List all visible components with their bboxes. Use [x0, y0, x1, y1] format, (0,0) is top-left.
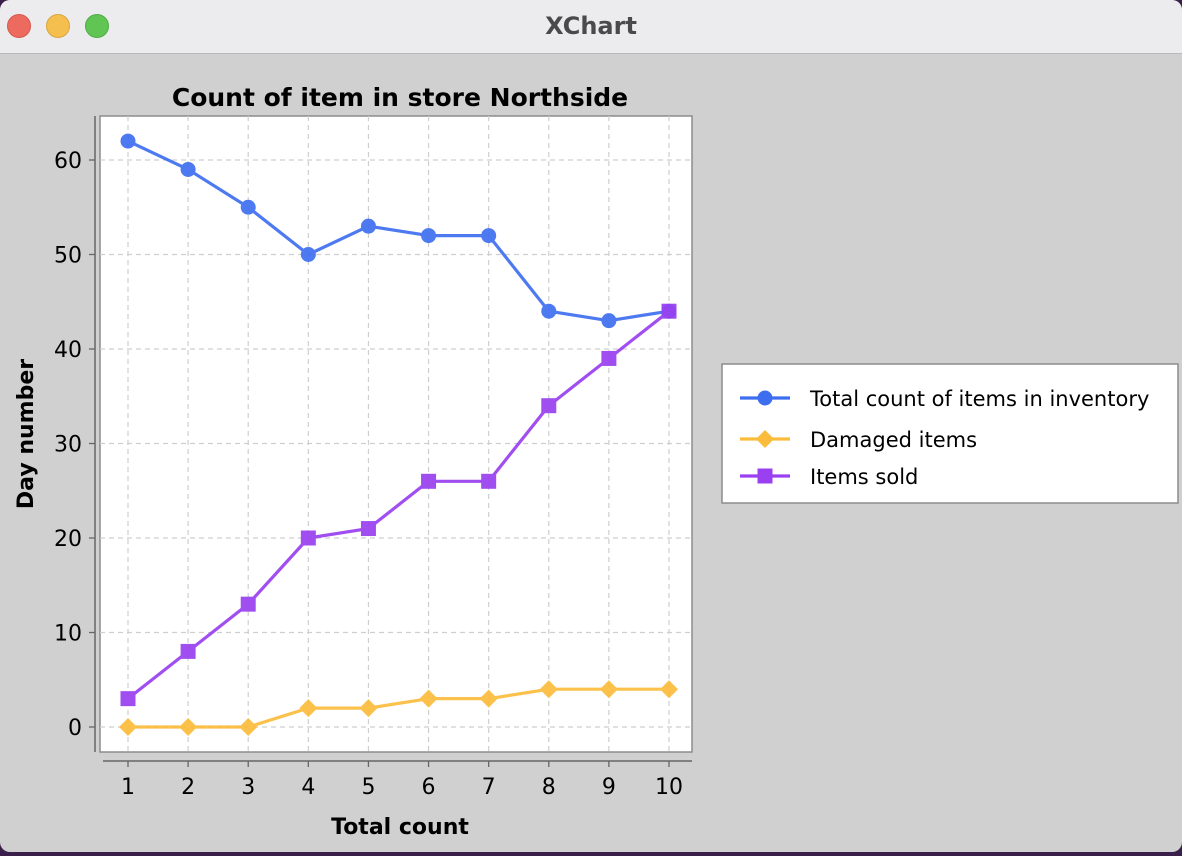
title-bar: XChart: [0, 0, 1182, 54]
circle-data-point: [360, 218, 376, 234]
y-tick-label: 30: [54, 433, 82, 458]
x-tick-label: 4: [301, 775, 315, 800]
grid-lines: [100, 116, 692, 752]
square-legend-marker: [757, 468, 773, 484]
x-tick-label: 1: [121, 775, 135, 800]
x-tick-label: 9: [602, 775, 616, 800]
legend-box: [721, 363, 1179, 504]
x-tick-label: 8: [542, 775, 556, 800]
y-tick-label: 50: [54, 244, 82, 269]
circle-data-point: [180, 161, 196, 177]
square-data-point: [180, 643, 196, 659]
chart-title: Count of item in store Northside: [172, 83, 628, 112]
diamond-legend-marker: [756, 430, 774, 448]
chart-panel: Count of item in store Northside 1 2 3 4 5 6 7…: [0, 54, 1182, 852]
square-data-point: [661, 303, 677, 319]
legend-item: Total count of items in inventory: [740, 387, 1149, 411]
minimize-window-button[interactable]: [46, 14, 70, 38]
square-data-point: [541, 398, 557, 414]
circle-data-point: [120, 133, 136, 149]
square-data-point: [120, 691, 136, 707]
series-lines: [119, 133, 678, 736]
series-2: [120, 303, 677, 707]
circle-data-point: [481, 228, 497, 244]
legend-label: Damaged items: [810, 428, 977, 452]
diamond-data-point: [660, 680, 678, 699]
square-data-point: [300, 530, 316, 546]
legend-label: Items sold: [810, 465, 918, 489]
series-1: [119, 680, 678, 736]
square-data-point: [421, 473, 437, 489]
square-data-point: [481, 473, 497, 489]
y-axis-label: Day number: [14, 359, 39, 509]
x-tick-label: 10: [655, 775, 683, 800]
y-tick-label: 60: [54, 149, 82, 174]
y-tick-label: 40: [54, 338, 82, 363]
x-tick-label: 3: [241, 775, 255, 800]
x-tick-label: 5: [361, 775, 375, 800]
y-tick-label: 0: [68, 716, 82, 741]
diamond-data-point: [419, 689, 438, 708]
legend-item: Damaged items: [740, 428, 977, 452]
zoom-window-button[interactable]: [85, 14, 109, 38]
circle-data-point: [300, 247, 316, 262]
diamond-data-point: [359, 699, 378, 718]
diamond-data-point: [239, 718, 258, 736]
diamond-data-point: [479, 689, 498, 708]
legend: Total count of items in inventory Damaged…: [721, 363, 1179, 504]
y-tick-label: 20: [54, 527, 82, 552]
series-line: [127, 139, 670, 323]
circle-data-point: [421, 228, 437, 244]
legend-item: Items sold: [740, 465, 918, 489]
x-axis-label: Total count: [331, 815, 469, 840]
axes: [94, 116, 692, 762]
diamond-data-point: [599, 680, 618, 699]
close-window-button[interactable]: [7, 14, 31, 38]
circle-data-point: [601, 313, 617, 329]
series-line: [127, 309, 670, 700]
circle-data-point: [240, 199, 256, 215]
square-data-point: [360, 521, 376, 537]
diamond-data-point: [539, 680, 558, 699]
legend-label: Total count of items in inventory: [809, 387, 1149, 411]
x-tick-label: 2: [181, 775, 195, 800]
diamond-data-point: [179, 718, 198, 736]
y-tick-label: 10: [54, 622, 82, 647]
circle-data-point: [541, 303, 557, 319]
circle-legend-marker: [757, 390, 773, 406]
square-data-point: [240, 596, 256, 612]
diamond-data-point: [119, 718, 137, 736]
tick-labels: 1 2 3 4 5 6 7 8 9 10 0 10 20 30 40 50 60: [54, 149, 683, 800]
window-title: XChart: [545, 12, 637, 40]
plot-area: [99, 115, 693, 753]
x-tick-label: 6: [422, 775, 436, 800]
line-chart: Count of item in store Northside 1 2 3 4 5 6 7…: [14, 83, 1179, 840]
diamond-data-point: [299, 699, 318, 718]
square-data-point: [601, 350, 617, 366]
series-line: [128, 687, 669, 729]
x-tick-label: 7: [482, 775, 496, 800]
